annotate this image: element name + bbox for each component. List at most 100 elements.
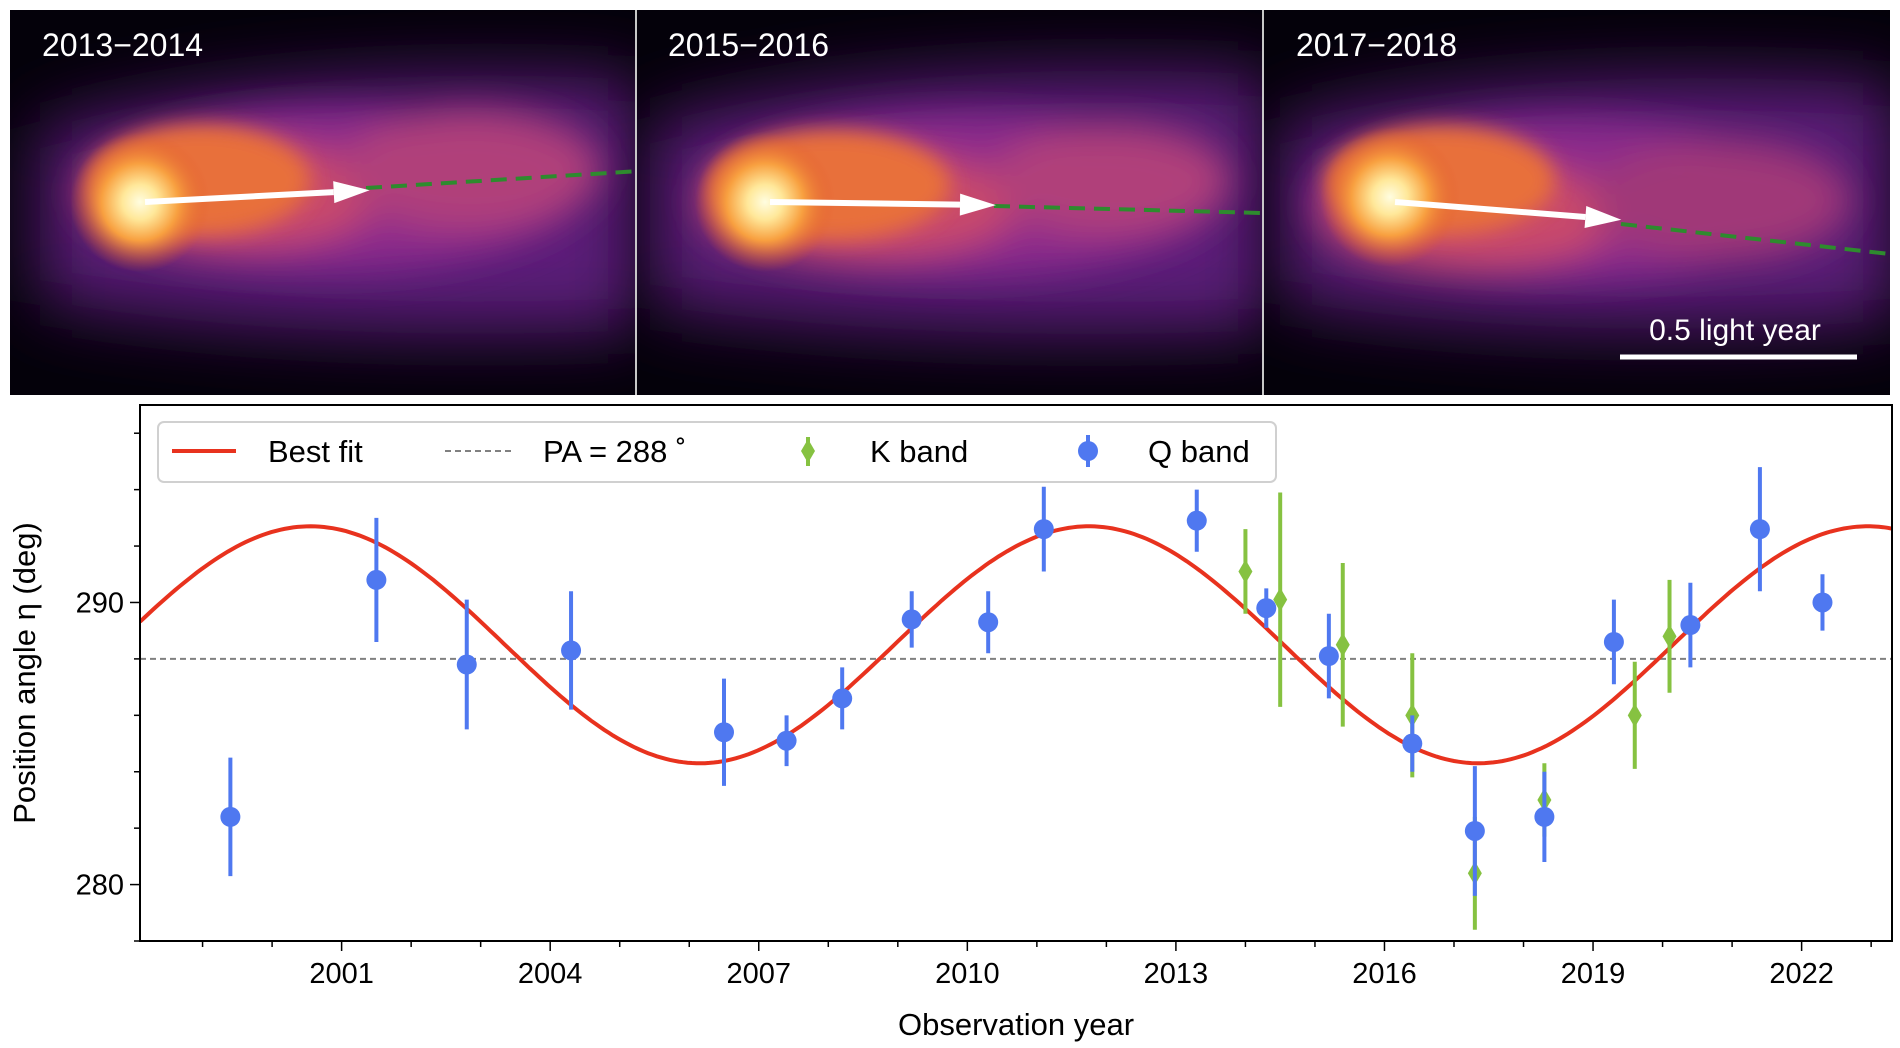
legend-label: K band [870,434,968,469]
circle-marker [456,654,477,675]
circle-marker [1812,592,1833,613]
legend-k-band-swatch [801,437,815,466]
circle-marker [1402,733,1423,754]
diamond-marker [1662,624,1677,649]
core-glow [1320,127,1460,267]
plot-frame [139,404,1893,942]
x-tick-label: 2004 [518,958,583,990]
panel-label: 2015−2016 [668,27,829,63]
q-band-point [1749,467,1770,592]
q-band-point [714,678,734,786]
x-tick-label: 2013 [1144,958,1209,990]
q-band-point [1033,486,1054,572]
circle-marker [561,640,582,661]
best-fit-curve [140,524,1892,766]
x-tick-label: 2010 [935,958,1000,990]
q-band-point [1534,771,1555,863]
diamond-marker [1627,703,1642,728]
x-tick-label: 2016 [1352,958,1417,990]
chart: 2001 2004 2007 2010 2013 2016 2019 2022 280290 … [7,404,1893,1042]
scale-bar-label: 0.5 light year [1649,314,1821,347]
legend-q-band-swatch [1078,435,1098,467]
image-panel-2013-2014 [10,10,635,395]
core-glow [70,132,210,272]
q-band-point [1402,715,1423,772]
jet-direction-arrow [769,193,996,216]
arrow-shaft [144,189,334,205]
jet-axis-line [993,204,1262,215]
y-axis-label: Position angle η (deg) [7,522,42,824]
k-band-point [1627,661,1642,769]
circle-marker [1186,510,1207,531]
fit-layer [140,524,1892,766]
x-tick-label: 2007 [727,958,792,990]
diamond-marker [1273,587,1288,612]
y-tick-label: 280 [76,870,124,902]
circle-marker [1318,646,1339,667]
jet-axis-line [1620,222,1890,256]
circle-marker [1749,519,1770,540]
diamond-marker [1335,632,1350,657]
circle-marker [1603,631,1624,652]
x-tick-label: 2001 [309,958,374,990]
core-glow [695,132,835,272]
circle-marker [901,609,922,630]
panel-label: 2017−2018 [1296,27,1457,63]
y-tick-label: 290 [76,587,124,619]
jet-axis-line [365,169,635,190]
q-band-point [1680,582,1701,668]
arrow-head [959,193,996,216]
circle-marker [714,722,734,743]
image-panel-2017-2018 [1264,10,1890,395]
k-band-point [1335,562,1350,727]
diamond-marker [801,439,815,463]
x-axis-label: Observation year [898,1007,1134,1042]
x-axis: 2001 2004 2007 2010 2013 2016 2019 2022 [201,941,1872,990]
k-band-point [1662,579,1677,693]
arrow-head [1584,206,1622,228]
q-band-point [1603,599,1624,685]
arrow-shaft [769,199,961,208]
diamond-marker [1238,559,1253,584]
q-band-point [1318,613,1339,699]
jet-knot-outer [990,125,1230,235]
circle-marker [1464,820,1485,841]
circle-marker [1680,615,1701,636]
k-band-point [1273,492,1288,707]
q-band-point [220,757,241,877]
legend-box [157,421,1277,483]
q-band-point [366,517,387,642]
arrow-head [333,181,370,204]
legend-entry-best-fit: Best fit [172,434,363,469]
q-band-point [1464,766,1485,896]
legend: Best fit PA = 288 ˚ K band Q band [157,421,1277,483]
q-band-point [901,591,922,648]
circle-marker [1256,598,1277,619]
panel-label: 2013−2014 [42,27,203,63]
jet-knot-outer [1590,140,1850,260]
circle-marker [832,688,853,709]
q-band-point [832,667,853,730]
data-points-layer [220,467,1833,930]
jet-knot-outer [340,110,600,230]
image-panels: 2013−2014 2015−2016 [10,10,1890,395]
image-panel-2015-2016 [637,10,1262,395]
arrow-shaft [1394,199,1586,220]
q-band-point [1256,588,1277,628]
jet-direction-arrow [1394,199,1622,228]
circle-marker [776,730,797,751]
q-band-point [978,591,999,654]
legend-label: Q band [1148,434,1250,469]
x-tick-label: 2019 [1561,958,1626,990]
circle-marker [220,806,241,827]
q-band-point [1186,489,1207,552]
circle-marker [1033,519,1054,540]
q-band-point [1812,574,1833,631]
x-tick-label: 2022 [1769,958,1834,990]
circle-marker [366,569,387,590]
q-band-point [776,715,797,767]
legend-label: Best fit [268,434,363,469]
legend-entry-reference: PA = 288 ˚ [445,434,686,469]
k-band-point [1238,529,1253,614]
